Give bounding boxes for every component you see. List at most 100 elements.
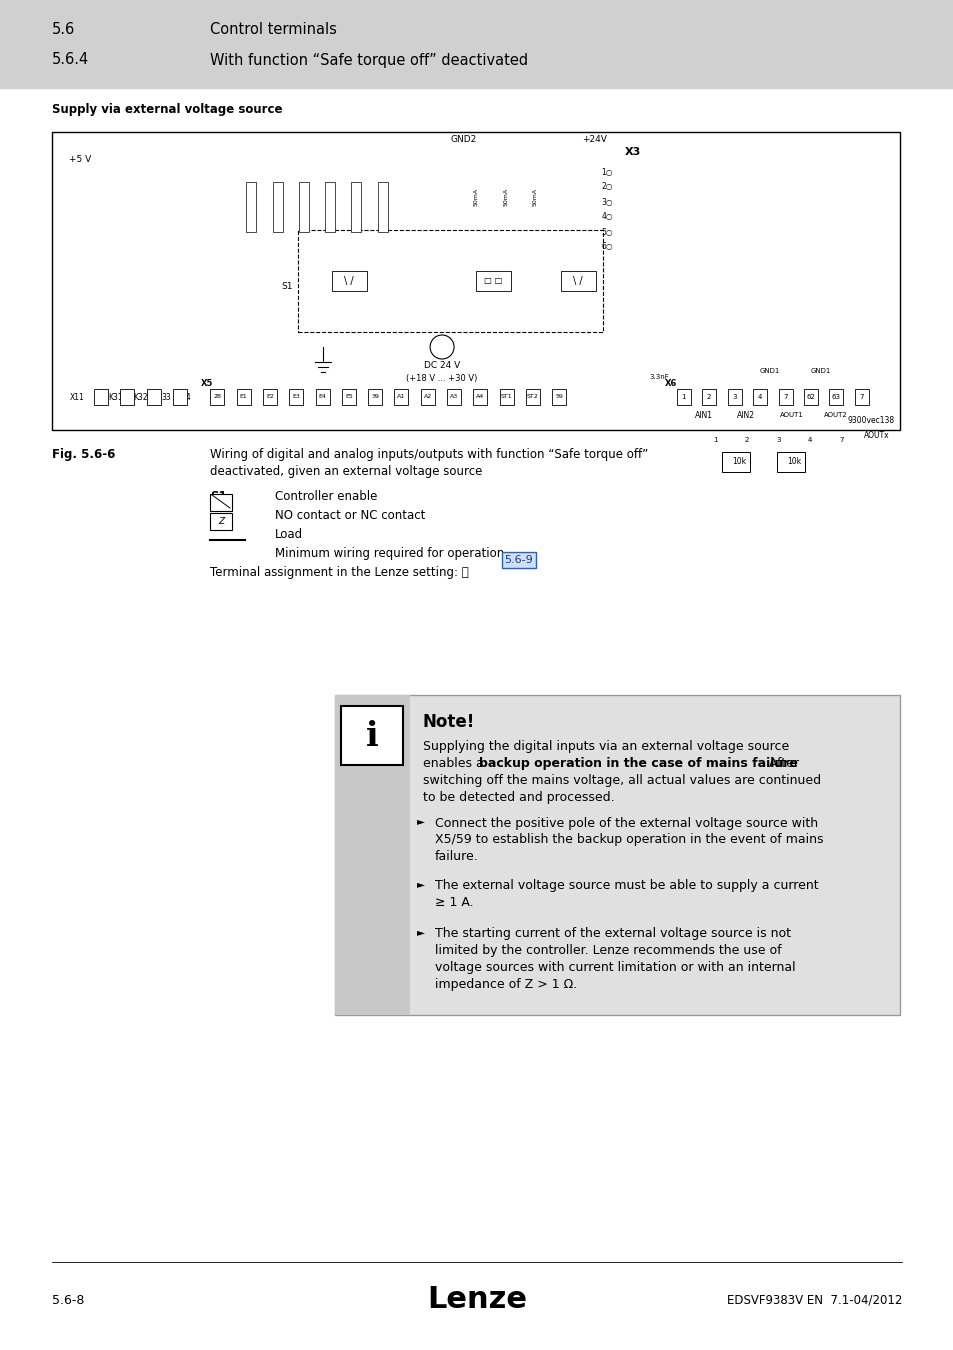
Text: Supply via external voltage source: Supply via external voltage source <box>52 104 282 116</box>
Text: E3: E3 <box>292 394 300 400</box>
Text: 5.6-8: 5.6-8 <box>52 1293 84 1307</box>
Bar <box>236 389 251 405</box>
Bar <box>325 182 335 232</box>
Bar <box>394 389 408 405</box>
Bar <box>777 452 804 472</box>
Bar <box>0 0 953 88</box>
Text: Z: Z <box>217 517 224 526</box>
Text: Control terminals: Control terminals <box>210 23 336 38</box>
Text: GND2: GND2 <box>450 135 476 144</box>
Text: GND1: GND1 <box>810 369 830 374</box>
Text: switching off the mains voltage, all actual values are continued: switching off the mains voltage, all act… <box>422 774 821 787</box>
Bar <box>210 513 232 531</box>
Text: 50mA: 50mA <box>533 188 537 207</box>
Text: With function “Safe torque off” deactivated: With function “Safe torque off” deactiva… <box>210 53 528 68</box>
Bar <box>263 389 276 405</box>
Text: Load: Load <box>274 528 303 541</box>
Text: ►: ► <box>416 927 424 937</box>
Text: 6○: 6○ <box>601 243 613 251</box>
Text: backup operation in the case of mains failure: backup operation in the case of mains fa… <box>478 757 797 769</box>
Text: Wiring of digital and analog inputs/outputs with function “Safe torque off”: Wiring of digital and analog inputs/outp… <box>210 448 648 460</box>
Text: 10k: 10k <box>786 458 801 467</box>
Text: 5.6.4: 5.6.4 <box>52 53 90 68</box>
Bar <box>447 389 460 405</box>
Text: 34: 34 <box>181 393 191 401</box>
Text: Lenze: Lenze <box>427 1285 526 1315</box>
Bar <box>273 182 282 232</box>
Bar <box>289 389 303 405</box>
Text: AOUT2: AOUT2 <box>822 412 846 418</box>
Text: AIN2: AIN2 <box>737 410 755 420</box>
Text: 2: 2 <box>744 437 748 443</box>
Text: NO contact or NC contact: NO contact or NC contact <box>274 509 425 522</box>
Bar <box>172 389 187 405</box>
Text: limited by the controller. Lenze recommends the use of: limited by the controller. Lenze recomme… <box>435 944 781 957</box>
Bar <box>297 231 602 332</box>
Text: Minimum wiring required for operation: Minimum wiring required for operation <box>274 547 504 560</box>
Text: voltage sources with current limitation or with an internal: voltage sources with current limitation … <box>435 961 795 973</box>
Bar <box>501 552 536 568</box>
Text: 7: 7 <box>859 394 863 400</box>
Text: AOUT1: AOUT1 <box>779 412 802 418</box>
Text: X5: X5 <box>201 378 213 387</box>
Bar <box>778 389 792 405</box>
Text: 39: 39 <box>371 394 378 400</box>
Text: 33: 33 <box>161 393 172 401</box>
Text: 62: 62 <box>805 394 815 400</box>
Text: 3.3nF: 3.3nF <box>649 374 669 379</box>
Bar <box>147 389 161 405</box>
Text: EDSVF9383V EN  7.1-04/2012: EDSVF9383V EN 7.1-04/2012 <box>726 1293 901 1307</box>
Bar <box>525 389 539 405</box>
Bar <box>341 389 355 405</box>
Text: 1: 1 <box>680 394 685 400</box>
Text: X6: X6 <box>664 378 677 387</box>
Text: 5○: 5○ <box>601 228 613 236</box>
Bar <box>473 389 487 405</box>
Text: X3: X3 <box>624 147 640 157</box>
Text: \ /: \ / <box>344 275 354 286</box>
Bar <box>335 695 410 1015</box>
Bar <box>828 389 842 405</box>
Text: GND1: GND1 <box>760 369 780 374</box>
Text: E2: E2 <box>266 394 274 400</box>
Text: failure.: failure. <box>435 850 478 864</box>
Text: AIN1: AIN1 <box>694 410 712 420</box>
Text: 50mA: 50mA <box>473 188 478 207</box>
Text: 1○: 1○ <box>601 167 612 177</box>
Bar <box>52 132 899 431</box>
Bar <box>420 389 435 405</box>
Text: to be detected and processed.: to be detected and processed. <box>422 791 614 805</box>
Text: K31: K31 <box>109 393 123 401</box>
Text: A1: A1 <box>396 394 405 400</box>
Bar <box>721 452 749 472</box>
Text: 4: 4 <box>757 394 761 400</box>
Bar <box>246 182 256 232</box>
Text: Terminal assignment in the Lenze setting: ⬜: Terminal assignment in the Lenze setting… <box>210 566 468 579</box>
Text: □ □: □ □ <box>483 277 501 285</box>
FancyBboxPatch shape <box>340 706 402 765</box>
Bar <box>727 389 740 405</box>
Text: X5/59 to establish the backup operation in the event of mains: X5/59 to establish the backup operation … <box>435 833 822 846</box>
Text: 4: 4 <box>807 437 811 443</box>
Bar <box>752 389 766 405</box>
Text: E5: E5 <box>345 394 353 400</box>
Bar <box>499 389 513 405</box>
Text: ≥ 1 A.: ≥ 1 A. <box>435 896 473 910</box>
Text: Supplying the digital inputs via an external voltage source: Supplying the digital inputs via an exte… <box>422 740 788 753</box>
Text: 10k: 10k <box>731 458 745 467</box>
Text: deactivated, given an external voltage source: deactivated, given an external voltage s… <box>210 464 482 478</box>
Bar <box>377 182 387 232</box>
Text: i: i <box>365 721 378 753</box>
Bar <box>211 389 224 405</box>
Text: 28: 28 <box>213 394 221 400</box>
Text: 2○: 2○ <box>601 182 612 192</box>
Bar <box>803 389 817 405</box>
Text: AOUTx: AOUTx <box>863 431 889 440</box>
Text: (+18 V ... +30 V): (+18 V ... +30 V) <box>406 374 477 382</box>
Text: S1: S1 <box>210 490 227 504</box>
Bar <box>701 389 716 405</box>
Text: E1: E1 <box>239 394 247 400</box>
Text: The external voltage source must be able to supply a current: The external voltage source must be able… <box>435 879 818 892</box>
Bar <box>315 389 329 405</box>
Text: DC 24 V: DC 24 V <box>423 360 459 370</box>
